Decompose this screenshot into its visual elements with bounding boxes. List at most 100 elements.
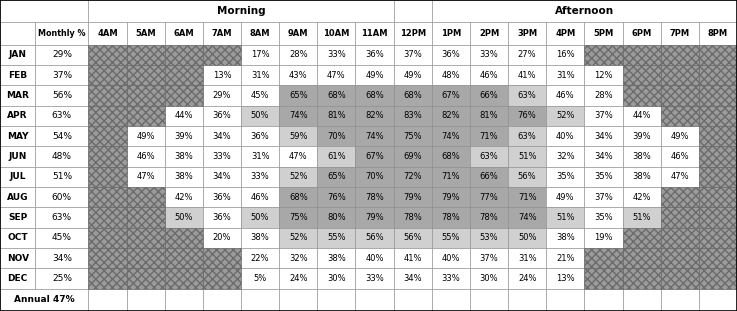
Text: FEB: FEB xyxy=(8,71,27,80)
Bar xyxy=(165,22,203,45)
Text: 6AM: 6AM xyxy=(173,29,194,38)
Bar xyxy=(127,22,165,45)
Bar xyxy=(394,86,432,106)
Text: 47%: 47% xyxy=(327,71,346,80)
Bar xyxy=(88,0,394,22)
Text: 60%: 60% xyxy=(52,193,72,202)
Text: 63%: 63% xyxy=(52,111,72,120)
Text: 49%: 49% xyxy=(403,71,422,80)
Bar xyxy=(279,228,318,248)
Bar xyxy=(699,228,737,248)
Bar xyxy=(660,45,699,65)
Bar xyxy=(203,86,241,106)
Text: 17%: 17% xyxy=(251,50,270,59)
Text: 33%: 33% xyxy=(366,274,384,283)
Text: APR: APR xyxy=(7,111,28,120)
Bar xyxy=(0,207,35,228)
Bar xyxy=(660,86,699,106)
Bar xyxy=(584,22,623,45)
Text: Morning: Morning xyxy=(217,6,265,16)
Bar xyxy=(0,0,88,22)
Text: 28%: 28% xyxy=(594,91,612,100)
Bar xyxy=(470,167,508,187)
Bar xyxy=(0,167,35,187)
Text: 67%: 67% xyxy=(441,91,460,100)
Text: 31%: 31% xyxy=(518,254,537,262)
Bar xyxy=(623,248,660,268)
Bar xyxy=(88,86,127,106)
Bar xyxy=(203,289,241,311)
Text: 45%: 45% xyxy=(251,91,269,100)
Bar xyxy=(546,187,584,207)
Text: 48%: 48% xyxy=(441,71,460,80)
Bar xyxy=(241,65,279,86)
Bar xyxy=(88,106,127,126)
Bar xyxy=(241,187,279,207)
Bar xyxy=(318,228,355,248)
Text: 72%: 72% xyxy=(403,172,422,181)
Bar xyxy=(127,228,165,248)
Bar xyxy=(88,228,127,248)
Bar xyxy=(127,248,165,268)
Bar xyxy=(623,65,660,86)
Bar xyxy=(165,207,203,228)
Text: 76%: 76% xyxy=(518,111,537,120)
Bar xyxy=(35,187,88,207)
Text: 5%: 5% xyxy=(254,274,267,283)
Bar xyxy=(279,126,318,146)
Bar xyxy=(88,268,127,289)
Bar xyxy=(470,22,508,45)
Text: 77%: 77% xyxy=(480,193,498,202)
Text: 66%: 66% xyxy=(480,91,498,100)
Bar xyxy=(35,86,88,106)
Text: 24%: 24% xyxy=(518,274,537,283)
Bar xyxy=(508,289,546,311)
Text: DEC: DEC xyxy=(7,274,28,283)
Text: 79%: 79% xyxy=(441,193,460,202)
Bar xyxy=(355,228,394,248)
Text: 79%: 79% xyxy=(366,213,384,222)
Text: 74%: 74% xyxy=(289,111,307,120)
Text: 4AM: 4AM xyxy=(97,29,118,38)
Bar xyxy=(318,167,355,187)
Bar xyxy=(127,228,165,248)
Text: 30%: 30% xyxy=(327,274,346,283)
Text: 49%: 49% xyxy=(556,193,575,202)
Bar xyxy=(470,207,508,228)
Bar xyxy=(127,65,165,86)
Bar xyxy=(279,65,318,86)
Text: 6PM: 6PM xyxy=(632,29,652,38)
Text: 71%: 71% xyxy=(441,172,460,181)
Bar xyxy=(88,106,127,126)
Text: 74%: 74% xyxy=(518,213,537,222)
Text: MAY: MAY xyxy=(7,132,29,141)
Text: 32%: 32% xyxy=(289,254,307,262)
Bar xyxy=(394,146,432,167)
Bar xyxy=(241,86,279,106)
Bar xyxy=(432,187,470,207)
Text: 81%: 81% xyxy=(327,111,346,120)
Text: 41%: 41% xyxy=(403,254,422,262)
Bar xyxy=(470,65,508,86)
Bar xyxy=(241,228,279,248)
Bar xyxy=(35,65,88,86)
Text: 31%: 31% xyxy=(556,71,575,80)
Text: 75%: 75% xyxy=(289,213,307,222)
Text: 20%: 20% xyxy=(213,233,231,242)
Bar xyxy=(88,146,127,167)
Bar xyxy=(432,86,470,106)
Bar xyxy=(699,248,737,268)
Bar xyxy=(0,187,35,207)
Text: 68%: 68% xyxy=(366,91,384,100)
Text: 65%: 65% xyxy=(327,172,346,181)
Text: 46%: 46% xyxy=(671,152,689,161)
Bar xyxy=(699,146,737,167)
Bar xyxy=(355,126,394,146)
Bar xyxy=(88,248,127,268)
Bar xyxy=(127,86,165,106)
Text: 29%: 29% xyxy=(213,91,231,100)
Text: 67%: 67% xyxy=(366,152,384,161)
Text: 71%: 71% xyxy=(518,193,537,202)
Text: 48%: 48% xyxy=(52,152,72,161)
Bar xyxy=(279,268,318,289)
